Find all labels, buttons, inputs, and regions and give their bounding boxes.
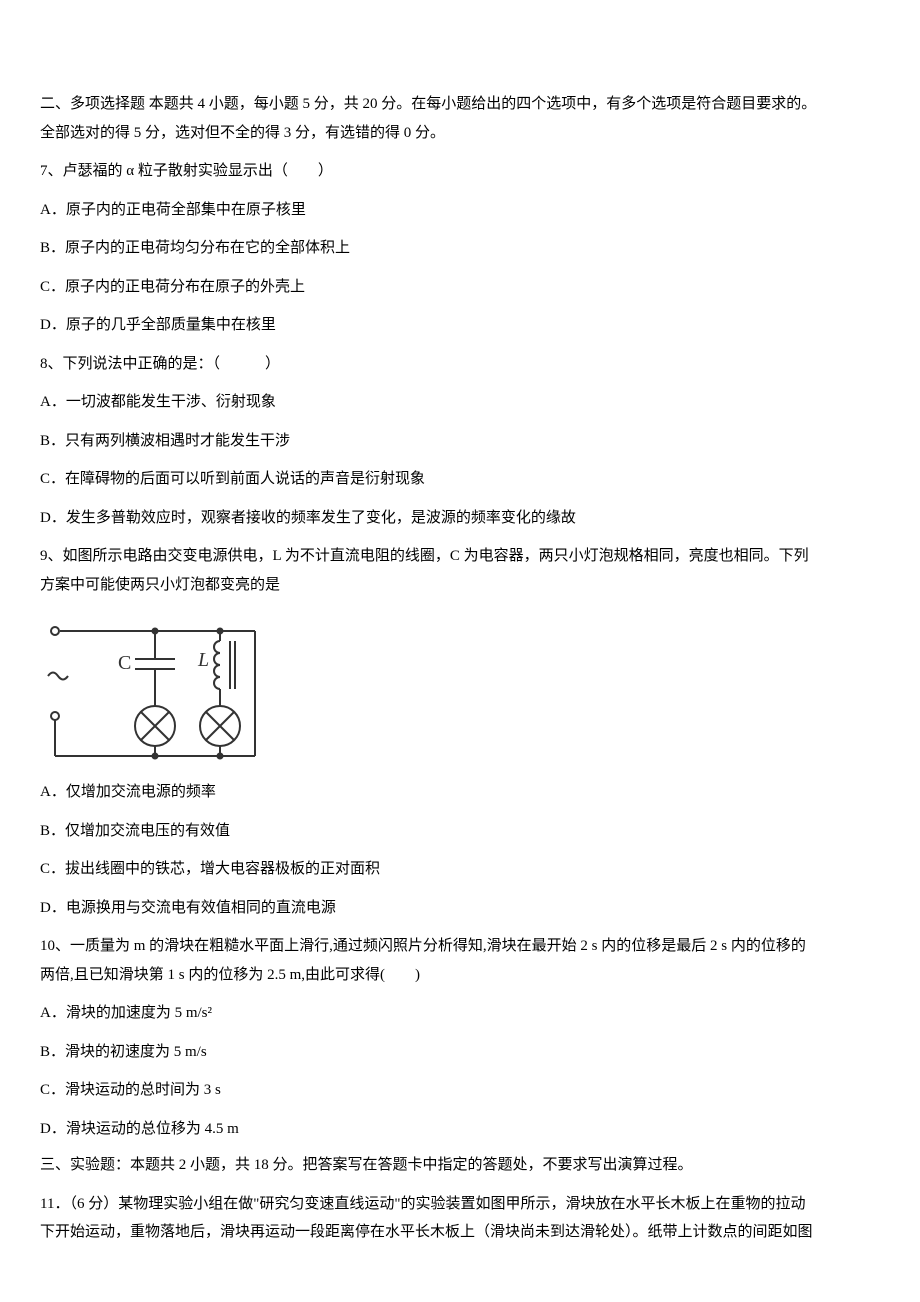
question-11-stem-line2: 下开始运动，重物落地后，滑块再运动一段距离停在水平长木板上（滑块尚未到达滑轮处）… (40, 1218, 880, 1247)
question-7: 7、卢瑟福的 α 粒子散射实验显示出（ ） (40, 157, 880, 186)
question-8-stem: 8、下列说法中正确的是：（ ） (40, 350, 880, 379)
option-text: A．一切波都能发生干涉、衍射现象 (40, 394, 276, 410)
question-7-option-a: A．原子内的正电荷全部集中在原子核里 (40, 196, 880, 225)
section-2-header-line2: 全部选对的得 5 分，选对但不全的得 3 分，有选错的得 0 分。 (40, 119, 880, 148)
option-text: C．原子内的正电荷分布在原子的外壳上 (40, 279, 305, 295)
question-8-option-a: A．一切波都能发生干涉、衍射现象 (40, 388, 880, 417)
option-text: D．发生多普勒效应时，观察者接收的频率发生了变化，是波源的频率变化的缘故 (40, 510, 576, 526)
question-10-stem-line2: 两倍,且已知滑块第 1 s 内的位移为 2.5 m,由此可求得( ) (40, 961, 880, 990)
question-8-option-c: C．在障碍物的后面可以听到前面人说话的声音是衍射现象 (40, 465, 880, 494)
question-7-option-c: C．原子内的正电荷分布在原子的外壳上 (40, 273, 880, 302)
question-9-option-b: B．仅增加交流电压的有效值 (40, 817, 880, 846)
question-10-option-d: D．滑块运动的总位移为 4.5 m (40, 1115, 880, 1144)
question-11: 11．（6 分）某物理实验小组在做"研究匀变速直线运动"的实验装置如图甲所示，滑… (40, 1190, 880, 1247)
question-7-option-d: D．原子的几乎全部质量集中在核里 (40, 311, 880, 340)
question-10-stem-line1: 10、一质量为 m 的滑块在粗糙水平面上滑行,通过频闪照片分析得知,滑块在最开始… (40, 932, 880, 961)
question-7-stem: 7、卢瑟福的 α 粒子散射实验显示出（ ） (40, 157, 880, 186)
question-9-stem-line1: 9、如图所示电路由交变电源供电，L 为不计直流电阻的线圈，C 为电容器，两只小灯… (40, 542, 880, 571)
question-9-option-c: C．拔出线圈中的铁芯，增大电容器极板的正对面积 (40, 855, 880, 884)
option-text: A．原子内的正电荷全部集中在原子核里 (40, 202, 306, 218)
capacitor-label: C (118, 652, 131, 674)
option-text: C．滑块运动的总时间为 3 s (40, 1082, 221, 1098)
section-3-header: 三、实验题：本题共 2 小题，共 18 分。把答案写在答题卡中指定的答题处，不要… (40, 1151, 880, 1180)
question-8: 8、下列说法中正确的是：（ ） (40, 350, 880, 379)
question-7-option-b: B．原子内的正电荷均匀分布在它的全部体积上 (40, 234, 880, 263)
option-text: B．原子内的正电荷均匀分布在它的全部体积上 (40, 240, 350, 256)
question-11-stem-line1: 11．（6 分）某物理实验小组在做"研究匀变速直线运动"的实验装置如图甲所示，滑… (40, 1190, 880, 1219)
option-text: C．拔出线圈中的铁芯，增大电容器极板的正对面积 (40, 861, 380, 877)
question-10: 10、一质量为 m 的滑块在粗糙水平面上滑行,通过频闪照片分析得知,滑块在最开始… (40, 932, 880, 989)
question-9-option-a: A．仅增加交流电源的频率 (40, 778, 880, 807)
option-text: D．电源换用与交流电有效值相同的直流电源 (40, 900, 336, 916)
option-text: A．仅增加交流电源的频率 (40, 784, 216, 800)
option-text: B．仅增加交流电压的有效值 (40, 823, 230, 839)
option-text: A．滑块的加速度为 5 m/s² (40, 1005, 212, 1021)
option-text: B．滑块的初速度为 5 m/s (40, 1044, 207, 1060)
inductor-label: L (197, 649, 209, 671)
question-9-option-d: D．电源换用与交流电有效值相同的直流电源 (40, 894, 880, 923)
section-3-header-text: 三、实验题：本题共 2 小题，共 18 分。把答案写在答题卡中指定的答题处，不要… (40, 1151, 880, 1180)
section-2-header-line1: 二、多项选择题 本题共 4 小题，每小题 5 分，共 20 分。在每小题给出的四… (40, 90, 880, 119)
option-text: B．只有两列横波相遇时才能发生干涉 (40, 433, 290, 449)
question-8-option-d: D．发生多普勒效应时，观察者接收的频率发生了变化，是波源的频率变化的缘故 (40, 504, 880, 533)
question-10-option-c: C．滑块运动的总时间为 3 s (40, 1076, 880, 1105)
question-8-option-b: B．只有两列横波相遇时才能发生干涉 (40, 427, 880, 456)
question-10-option-b: B．滑块的初速度为 5 m/s (40, 1038, 880, 1067)
question-9: 9、如图所示电路由交变电源供电，L 为不计直流电阻的线圈，C 为电容器，两只小灯… (40, 542, 880, 599)
circuit-svg: C L (40, 611, 265, 766)
option-text: C．在障碍物的后面可以听到前面人说话的声音是衍射现象 (40, 471, 425, 487)
section-2-header: 二、多项选择题 本题共 4 小题，每小题 5 分，共 20 分。在每小题给出的四… (40, 90, 880, 147)
question-10-option-a: A．滑块的加速度为 5 m/s² (40, 999, 880, 1028)
circuit-diagram: C L (40, 611, 265, 766)
option-text: D．原子的几乎全部质量集中在核里 (40, 317, 276, 333)
option-text: D．滑块运动的总位移为 4.5 m (40, 1121, 239, 1137)
question-9-stem-line2: 方案中可能使两只小灯泡都变亮的是 (40, 571, 880, 600)
